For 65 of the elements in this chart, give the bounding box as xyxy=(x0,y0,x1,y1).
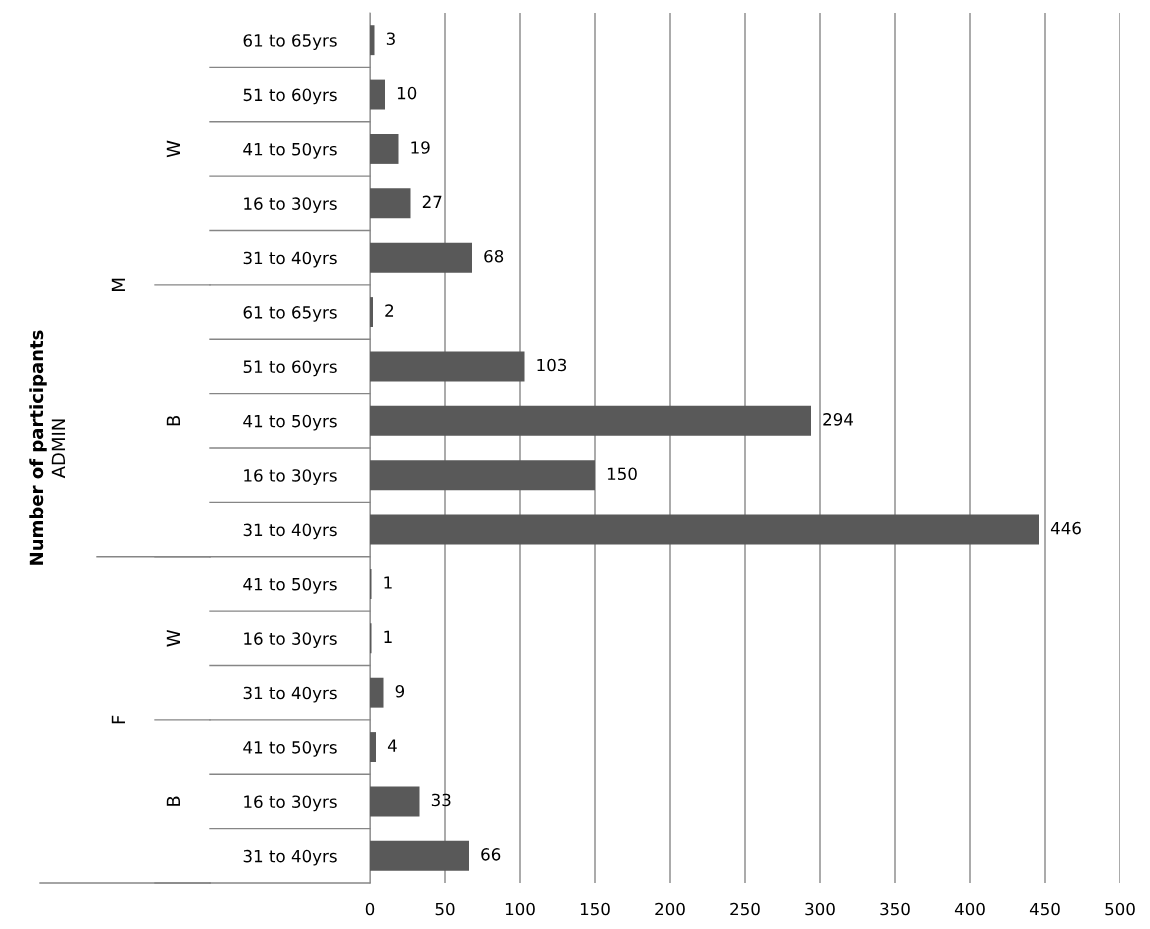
x-tick-label: 250 xyxy=(730,902,760,916)
text: W xyxy=(166,140,180,158)
bar xyxy=(370,514,1039,545)
y-tick-label: 16 to 30yrs xyxy=(244,632,337,649)
data-label: 19 xyxy=(411,141,430,154)
y-tick-label: 41 to 50yrs xyxy=(243,741,337,757)
y-tick-label: 16 to 30yrs xyxy=(244,795,337,812)
y-tick-label: 61 to 65yrs xyxy=(243,34,337,50)
text: F xyxy=(111,715,125,724)
bar xyxy=(370,460,595,491)
text: M xyxy=(111,278,125,291)
x-tick-label: 450 xyxy=(1029,902,1060,916)
y-tick-label: 31 to 40yrs xyxy=(243,849,337,866)
data-label: 294 xyxy=(823,413,853,426)
x-tick-label: 500 xyxy=(1105,902,1135,916)
y-tick-label: 31 to 40yrs xyxy=(243,251,337,268)
y-tick-label: 41 to 50yrs xyxy=(243,414,337,431)
data-label: 103 xyxy=(537,358,567,372)
bar xyxy=(370,405,811,436)
text: Number of participants xyxy=(29,330,47,565)
data-label: 150 xyxy=(607,467,637,481)
text: W xyxy=(166,629,180,647)
y-tick-label: 16 to 30yrs xyxy=(244,469,337,485)
x-tick-label: 300 xyxy=(805,902,835,916)
x-tick-label: 50 xyxy=(435,902,455,916)
data-label: 27 xyxy=(422,195,442,208)
bar xyxy=(370,732,376,763)
data-label: 3 xyxy=(386,32,395,46)
y-tick-label: 31 to 40yrs xyxy=(243,523,337,540)
data-label: 4 xyxy=(387,739,397,752)
y-tick-label: 41 to 50yrs xyxy=(243,142,337,159)
x-tick-label: 0 xyxy=(365,902,375,916)
data-label: 446 xyxy=(1050,521,1081,535)
bar xyxy=(370,677,384,708)
y-tick-label: 51 to 60yrs xyxy=(243,360,337,377)
y-tick-label: 51 to 60yrs xyxy=(243,88,337,105)
bar xyxy=(370,297,373,328)
x-tick-label: 150 xyxy=(580,902,610,916)
y-tick-label: 41 to 50yrs xyxy=(243,577,337,594)
y-tick-label: 16 to 30yrs xyxy=(244,197,337,214)
data-label: 66 xyxy=(481,848,501,861)
text: B xyxy=(166,415,180,426)
bar xyxy=(370,840,469,871)
data-label: 1 xyxy=(384,630,392,643)
bar xyxy=(370,351,525,382)
y-tick-label: 31 to 40yrs xyxy=(243,686,337,703)
text: ADMIN xyxy=(51,419,65,479)
data-label: 1 xyxy=(384,576,392,589)
data-label: 10 xyxy=(397,86,417,100)
x-tick-label: 200 xyxy=(655,902,685,916)
data-label: 68 xyxy=(484,249,504,263)
x-tick-label: 100 xyxy=(505,902,535,916)
data-label: 9 xyxy=(395,684,405,698)
text: B xyxy=(166,796,180,806)
bar xyxy=(370,786,420,817)
y-tick-label: 61 to 65yrs xyxy=(243,306,337,322)
bar xyxy=(370,25,375,56)
x-tick-label: 350 xyxy=(880,902,910,916)
data-label: 33 xyxy=(431,793,451,807)
bar xyxy=(370,242,472,273)
x-tick-label: 400 xyxy=(954,902,985,916)
bar xyxy=(370,79,385,110)
bar xyxy=(370,188,411,219)
data-label: 2 xyxy=(385,304,394,317)
bar xyxy=(370,133,399,164)
